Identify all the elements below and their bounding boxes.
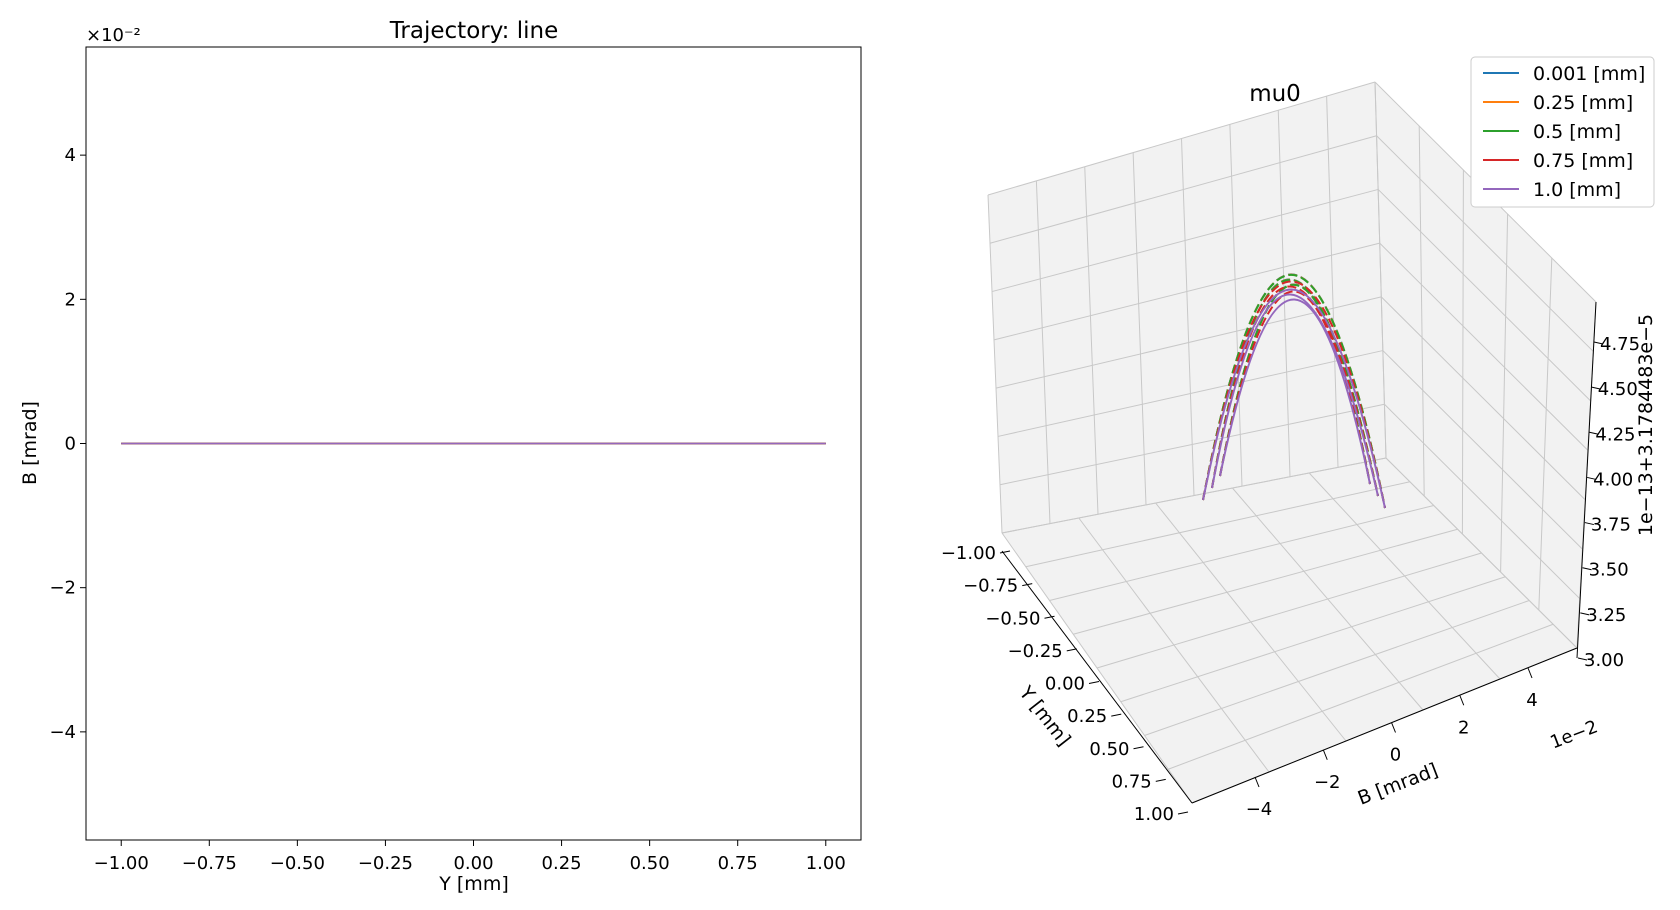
plot-3d-title: mu0	[1249, 81, 1301, 107]
y-tick-mark	[1323, 750, 1327, 760]
y-tick-mark	[1460, 695, 1464, 705]
plot-2d-y-label: B [mrad]	[19, 401, 41, 485]
y-tick-mark	[1255, 777, 1259, 787]
x-tick-label: 0.50	[630, 853, 670, 874]
plot-2d-title: Trajectory: line	[389, 18, 558, 44]
x-tick-mark	[1178, 812, 1188, 814]
y-tick-mark	[1528, 668, 1532, 678]
plot-2d-x-ticks: −1.00 −0.75 −0.50 −0.25 0.00 0.25 0.50 0.75 1.00	[94, 840, 846, 874]
y-tick-label: 2	[1458, 717, 1469, 738]
y-tick-label: 0	[1390, 745, 1401, 766]
x-tick-label: 0.00	[1045, 674, 1085, 695]
x-tick-mark	[1156, 779, 1166, 781]
x-tick-label: −0.75	[963, 576, 1018, 597]
plot-3d-z-label: 1e−13+3.1784483e−5	[1635, 314, 1657, 536]
plot-3d-y-scale-label: 1e−2	[1547, 716, 1600, 753]
x-tick-label: 0.00	[453, 853, 493, 874]
x-tick-label: 1.00	[1134, 804, 1174, 825]
legend-label: 0.75 [mm]	[1533, 150, 1633, 172]
x-tick-label: −0.50	[985, 608, 1040, 629]
x-tick-label: −1.00	[941, 543, 996, 564]
x-tick-mark	[1089, 682, 1099, 684]
y-tick-label: −2	[1314, 772, 1341, 793]
x-tick-label: −0.75	[182, 853, 237, 874]
x-tick-label: 0.75	[718, 853, 758, 874]
plot-3d-legend: 0.001 [mm] 0.25 [mm] 0.5 [mm] 0.75 [mm] 1.…	[1471, 57, 1654, 207]
x-tick-mark	[1134, 747, 1144, 749]
x-tick-label: 0.50	[1089, 739, 1129, 760]
x-tick-label: −0.25	[358, 853, 413, 874]
legend-label: 1.0 [mm]	[1533, 179, 1621, 201]
x-tick-label: −0.25	[1008, 641, 1063, 662]
x-tick-mark	[1067, 649, 1077, 651]
legend-label: 0.25 [mm]	[1533, 92, 1633, 114]
z-tick-label: 4.25	[1595, 424, 1635, 445]
y-tick-label: −4	[49, 722, 76, 743]
z-tick-label: 3.50	[1589, 560, 1629, 581]
y-tick-label: 2	[65, 289, 76, 310]
z-tick-label: 4.50	[1598, 379, 1638, 400]
x-tick-label: 0.75	[1112, 771, 1152, 792]
y-tick-label: −4	[1246, 799, 1273, 820]
z-tick-label: 3.25	[1586, 605, 1626, 626]
plot-2d-x-label: Y [mm]	[438, 873, 509, 895]
x-tick-label: 0.25	[1067, 706, 1107, 727]
x-tick-mark	[1111, 714, 1121, 716]
y-tick-label: 4	[65, 145, 76, 166]
x-tick-label: −0.50	[270, 853, 325, 874]
z-tick-label: 3.75	[1591, 515, 1631, 536]
y-tick-label: 0	[65, 434, 76, 455]
x-tick-label: −1.00	[94, 853, 149, 874]
x-tick-label: 0.25	[542, 853, 582, 874]
plot-2d: −1.00 −0.75 −0.50 −0.25 0.00 0.25 0.50 0.75 1.00…	[19, 18, 861, 895]
plot-2d-y-scale-label: ×10⁻²	[86, 25, 141, 46]
y-tick-label: −2	[49, 578, 76, 599]
y-tick-mark	[1392, 723, 1396, 733]
plot-2d-y-ticks: −4 −2 0 2 4	[49, 145, 86, 743]
plot-3d-y-label: B [mrad]	[1355, 759, 1441, 810]
z-tick-label: 3.00	[1584, 650, 1624, 671]
x-tick-label: 1.00	[806, 853, 846, 874]
y-tick-label: 4	[1526, 690, 1537, 711]
z-tick-label: 4.00	[1593, 469, 1633, 490]
x-tick-mark	[1000, 551, 1010, 553]
legend-label: 0.5 [mm]	[1533, 121, 1621, 143]
legend-label: 0.001 [mm]	[1533, 63, 1645, 85]
plot-3d: −1.00 −0.75 −0.50 −0.25 0.00 0.25 0.50 0.75 1.00…	[941, 57, 1657, 825]
